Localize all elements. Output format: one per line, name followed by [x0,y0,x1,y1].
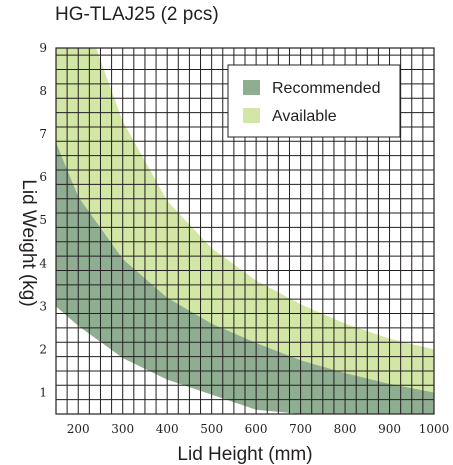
y-tick-label: 9 [39,41,47,55]
plot-frame [55,47,435,415]
y-tick-label: 6 [39,170,47,184]
x-tick-label: 300 [111,422,134,436]
y-axis-title: Lid Weight (kg) [18,179,39,306]
y-tick-label: 2 [39,342,47,356]
area-recommended [56,142,434,414]
legend-label-available: Available [272,108,337,125]
y-tick-label: 1 [39,385,47,399]
tick-labels: 200 300 400 500 600 700 800 900 1000 1 2 3 4 5 6 7 8 9 [39,41,449,436]
y-tick-label: 7 [39,127,47,141]
legend-label-recommended: Recommended [272,80,381,97]
y-tick-label: 3 [39,299,47,313]
x-tick-label: 800 [334,422,357,436]
x-tick-label: 900 [378,422,401,436]
area-group [56,48,434,414]
x-axis-title: Lid Height (mm) [177,444,312,465]
x-tick-label: 400 [156,422,179,436]
x-tick-label: 500 [200,422,223,436]
x-tick-label: 600 [245,422,268,436]
y-tick-label: 8 [39,84,47,98]
legend-swatch-recommended [243,80,260,95]
y-tick-label: 5 [39,213,47,227]
legend-swatch-available [243,108,260,123]
legend-box [227,64,401,138]
x-tick-label: 700 [289,422,312,436]
x-tick-label: 200 [67,422,90,436]
legend: Recommended Available [227,64,401,138]
x-tick-label: 1000 [419,422,450,436]
chart-title: HG-TLAJ25 (2 pcs) [55,4,219,25]
y-tick-label: 4 [39,256,47,270]
